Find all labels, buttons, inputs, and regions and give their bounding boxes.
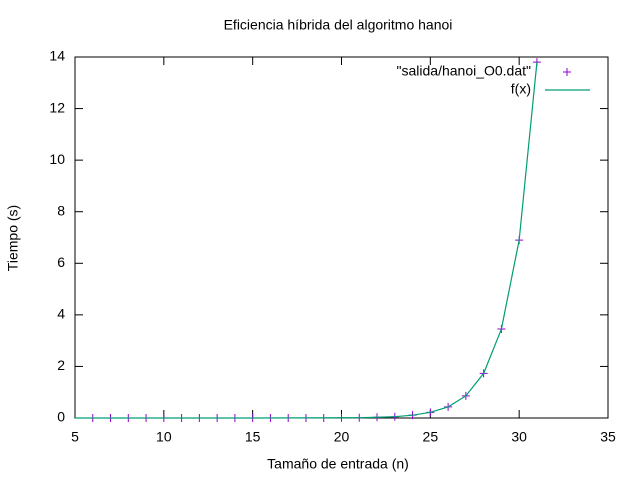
y-tick-label: 0 bbox=[57, 409, 65, 425]
legend-marker bbox=[563, 68, 571, 76]
y-axis-label: Tiempo (s) bbox=[5, 205, 21, 271]
x-tick-label: 5 bbox=[71, 429, 79, 445]
y-tick-label: 4 bbox=[57, 306, 65, 322]
x-tick-label: 10 bbox=[156, 429, 172, 445]
x-axis-label: Tamaño de entrada (n) bbox=[267, 456, 409, 472]
y-tick-label: 10 bbox=[49, 151, 65, 167]
x-tick-label: 20 bbox=[334, 429, 350, 445]
x-tick-label: 25 bbox=[423, 429, 439, 445]
y-tick-label: 2 bbox=[57, 357, 65, 373]
x-tick-label: 30 bbox=[511, 429, 527, 445]
y-tick-label: 8 bbox=[57, 202, 65, 218]
y-tick-label: 6 bbox=[57, 254, 65, 270]
y-tick-label: 12 bbox=[49, 99, 65, 115]
chart-title: Eficiencia híbrida del algoritmo hanoi bbox=[224, 17, 453, 33]
legend-label: "salida/hanoi_O0.dat" bbox=[397, 63, 532, 79]
x-tick-label: 15 bbox=[245, 429, 261, 445]
legend-label: f(x) bbox=[511, 81, 531, 97]
x-tick-label: 35 bbox=[600, 429, 616, 445]
y-tick-label: 14 bbox=[49, 48, 65, 64]
fit-line bbox=[75, 62, 538, 419]
